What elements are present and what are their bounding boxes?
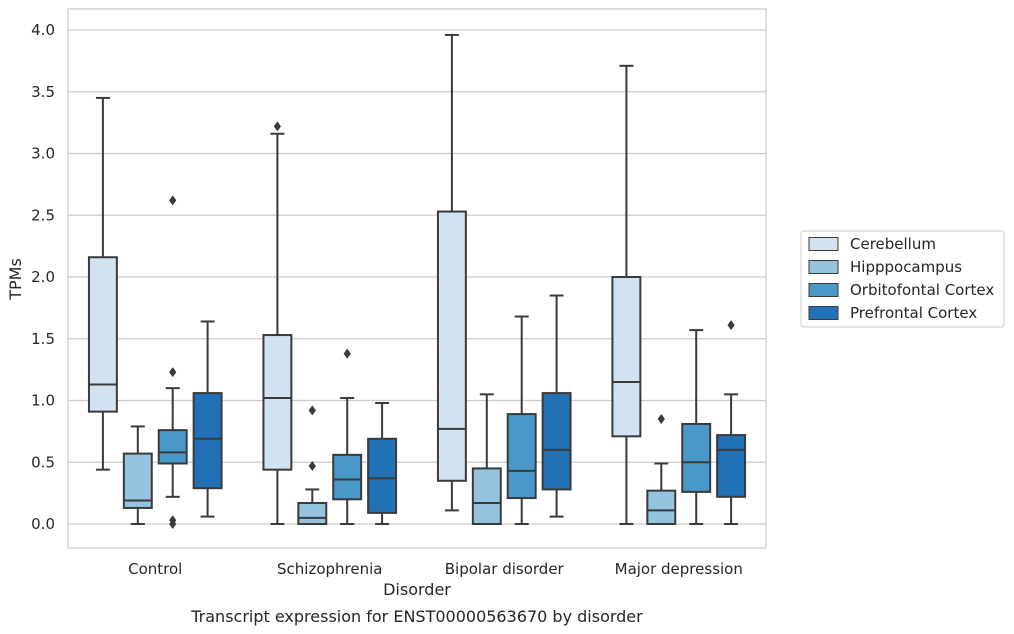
y-tick-label: 1.0 [31,392,55,410]
x-tick-label: Bipolar disorder [445,560,565,578]
x-tick-label: Control [128,560,182,578]
box-2-0 [436,33,467,512]
y-tick-label: 1.5 [31,330,55,348]
box-1-0 [262,121,293,525]
box-iqr [297,502,328,526]
box-1-3 [367,401,398,525]
box-iqr [262,334,293,471]
outlier-point [169,515,177,526]
boxes [87,33,747,529]
legend-swatch [808,283,839,297]
y-tick-label: 0.0 [31,515,55,533]
y-tick-label: 0.5 [31,453,55,471]
box-iqr [611,276,642,438]
box-2-3 [541,294,572,518]
outlier-point [308,405,316,416]
legend-label: Hipppocampus [850,258,962,276]
box-iqr [192,392,223,490]
box-iqr [436,210,467,482]
box-3-1 [646,414,677,525]
box-1-1 [297,405,328,526]
legend-swatch [808,260,839,274]
outlier-point [657,414,665,425]
y-tick-label: 4.0 [31,21,55,39]
box-2-1 [471,393,502,525]
box-0-1 [122,425,153,525]
legend-swatch [808,237,839,251]
y-tick-labels: 0.0 0.5 1.0 1.5 2.0 2.5 3.0 3.5 4.0 [31,21,55,533]
box-iqr [87,256,118,413]
plot-frame [67,8,767,549]
chart-caption: Transcript expression for ENST0000056367… [190,607,643,626]
outlier-point [308,460,316,471]
x-axis-title: Disorder [383,580,451,599]
box-iqr [471,467,502,525]
box-0-0 [87,96,118,471]
box-0-2 [157,195,188,529]
outlier-point [343,348,351,359]
box-3-2 [681,329,712,525]
box-iqr [122,452,153,509]
box-0-3 [192,320,223,518]
y-tick-label: 3.0 [31,145,55,163]
outlier-point [727,320,735,331]
legend-label: Prefrontal Cortex [850,304,977,322]
y-tick-label: 3.5 [31,83,55,101]
box-2-2 [506,315,537,525]
box-iqr [541,392,572,491]
y-axis-title: TPMs [6,258,25,301]
box-iqr [332,453,363,501]
outlier-point [169,367,177,378]
legend-label: Cerebellum [850,235,936,253]
legend-label: Orbitofontal Cortex [850,281,994,299]
box-iqr [506,413,537,500]
box-iqr [646,489,677,525]
x-tick-label: Major depression [615,560,743,578]
legend-frame [800,230,1005,328]
y-tick-label: 2.0 [31,268,55,286]
legend: Cerebellum Hipppocampus Orbitofontal Corte… [800,230,1005,328]
box-iqr [716,434,747,498]
x-tick-labels: Control Schizophrenia Bipolar disorder Majo… [128,560,743,578]
box-iqr [367,437,398,514]
legend-swatch [808,306,839,320]
outlier-point [273,121,281,132]
box-3-3 [716,320,747,525]
box-1-2 [332,348,363,525]
box-iqr [157,429,188,465]
box-3-0 [611,64,642,525]
y-tick-label: 2.5 [31,206,55,224]
x-tick-label: Schizophrenia [277,560,382,578]
outlier-point [169,195,177,206]
box-iqr [681,422,712,493]
